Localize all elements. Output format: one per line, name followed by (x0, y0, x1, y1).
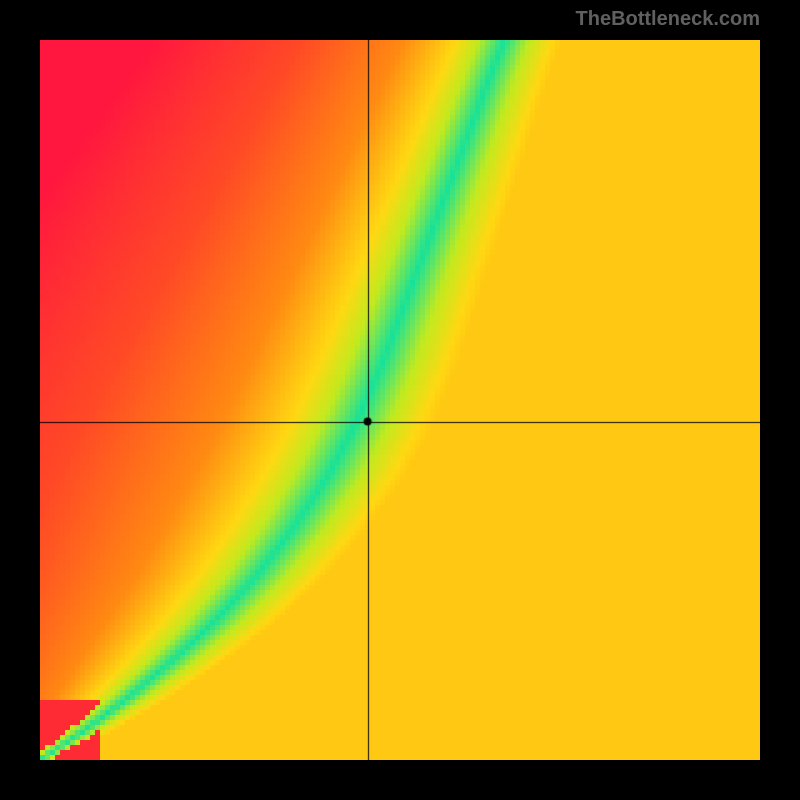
chart-container: TheBottleneck.com (0, 0, 800, 800)
watermark-text: TheBottleneck.com (576, 8, 760, 31)
crosshair-overlay (40, 40, 760, 760)
